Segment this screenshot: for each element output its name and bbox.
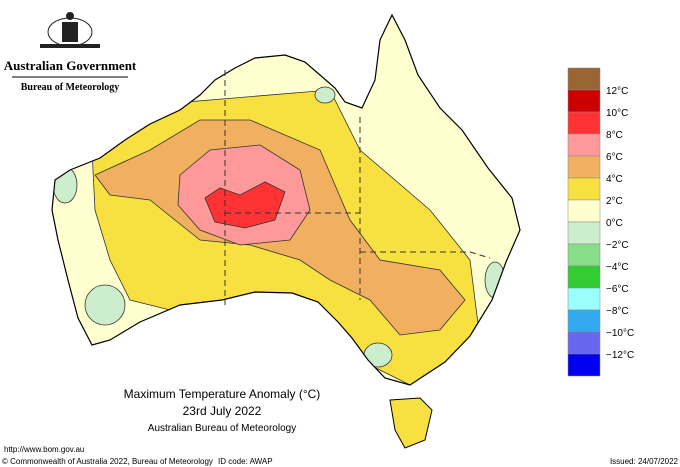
legend-label: 0°C [606, 218, 623, 229]
legend-label: −10°C [606, 328, 634, 339]
url: http://www.bom.gov.au [4, 445, 84, 454]
legend-label: 8°C [606, 130, 623, 141]
legend-swatch [567, 243, 601, 267]
legend-swatch [567, 287, 601, 311]
legend-swatch [567, 265, 601, 289]
legend-label: −12°C [606, 350, 634, 361]
legend-swatch [567, 111, 601, 135]
legend-label: −8°C [606, 306, 629, 317]
legend: 12°C 10°C 8°C 6°C 4°C 2°C 0°C −2°C −4°C −6°C −8°C −… [567, 67, 634, 377]
legend-swatch [567, 155, 601, 179]
issued: Issued: 24/07/2022 [610, 457, 679, 466]
crest [40, 12, 100, 48]
legend-label: −2°C [606, 240, 629, 251]
legend-label: 10°C [606, 108, 628, 119]
legend-swatch [567, 331, 601, 355]
legend-label: 12°C [606, 86, 628, 97]
map-title: Maximum Temperature Anomaly (°C) [124, 387, 321, 401]
legend-label: 6°C [606, 152, 623, 163]
legend-label: −6°C [606, 284, 629, 295]
map-date: 23rd July 2022 [183, 404, 262, 418]
legend-label: 2°C [606, 196, 623, 207]
legend-swatch [567, 353, 601, 377]
copyright: © Commonwealth of Australia 2022, Bureau… [2, 457, 213, 466]
legend-swatch [567, 199, 601, 223]
australia-map [51, 14, 521, 449]
agency-name: Bureau of Meteorology [21, 82, 120, 93]
legend-swatch [567, 221, 601, 245]
map-source: Australian Bureau of Meteorology [148, 423, 296, 434]
legend-swatch [567, 133, 601, 157]
legend-label: 4°C [606, 174, 623, 185]
legend-swatch [567, 67, 601, 91]
legend-swatch [567, 177, 601, 201]
legend-label: −4°C [606, 262, 629, 273]
legend-swatch [567, 89, 601, 113]
government-name: Australian Government [4, 58, 137, 73]
id-code: ID code: AWAP [218, 457, 273, 466]
legend-swatch [567, 309, 601, 333]
